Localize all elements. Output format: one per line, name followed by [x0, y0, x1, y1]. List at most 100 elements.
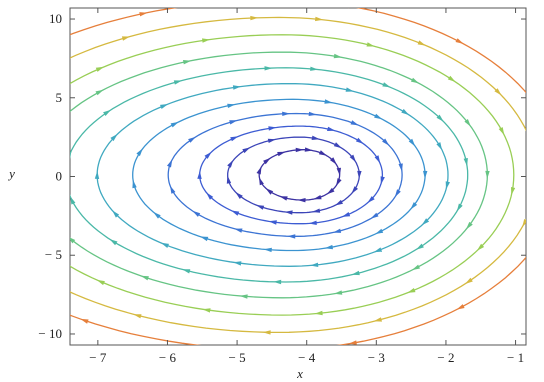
flow-arrowhead [284, 210, 293, 215]
x-tick-label: − 1 [507, 350, 524, 365]
flow-arrowhead [30, 270, 38, 276]
flow-arrowhead [227, 103, 236, 108]
flow-arrowhead [464, 119, 471, 127]
flow-arrowhead [277, 151, 286, 157]
flow-arrowhead [530, 97, 537, 105]
flow-arrowhead [522, 219, 526, 228]
flow-arrowhead [398, 163, 403, 172]
flow-arrowhead [334, 199, 343, 206]
flow-arrowhead [447, 75, 456, 82]
flow-arrowhead [202, 38, 211, 43]
flow-arrowhead [183, 60, 192, 65]
flow-arrowhead [95, 89, 104, 96]
flow-arrowhead [263, 247, 272, 253]
flow-arrowhead [136, 148, 143, 157]
flow-arrowhead [315, 16, 324, 22]
flow-arrowhead [324, 244, 333, 250]
streamline [199, 125, 384, 225]
flow-arrowhead [227, 159, 234, 168]
flow-arrowhead [182, 269, 191, 274]
flow-arrowhead [268, 220, 277, 225]
flow-arrowhead [374, 113, 383, 120]
flow-arrowhead [382, 82, 391, 88]
flow-arrowhead [455, 38, 464, 44]
flow-arrowhead [287, 234, 296, 239]
x-tick-label: − 2 [437, 350, 454, 365]
x-tick-label: − 6 [159, 350, 177, 365]
flow-arrowhead [226, 175, 232, 184]
flow-arrowhead [160, 104, 169, 109]
flow-arrowhead [456, 304, 465, 310]
flow-arrowhead [197, 170, 202, 179]
flow-arrowhead [231, 210, 240, 216]
flow-arrowhead [366, 42, 375, 47]
flow-arrowhead [103, 109, 112, 116]
flow-arrowhead [234, 228, 243, 233]
x-axis-label: x [296, 366, 303, 381]
flow-arrowhead [268, 126, 277, 131]
flow-arrowhead [463, 158, 468, 167]
flow-arrowhead [218, 346, 226, 350]
flow-arrowhead [311, 135, 320, 140]
flow-arrowhead [336, 167, 341, 176]
y-tick-label: 5 [56, 90, 63, 105]
flow-arrowhead [327, 126, 336, 131]
flow-arrowhead [485, 170, 490, 179]
y-tick-label: 0 [56, 169, 63, 184]
flow-arrowhead [332, 228, 342, 233]
flow-arrowhead [167, 159, 173, 168]
flow-arrowhead [70, 237, 76, 244]
flow-arrowhead [282, 111, 291, 116]
flow-arrowhead [411, 264, 420, 271]
flow-arrowhead [297, 198, 306, 203]
flow-arrowhead [336, 178, 342, 187]
flow-arrowhead [132, 179, 137, 189]
flow-arrowhead [348, 8, 350, 9]
flow-arrowhead [22, 80, 30, 86]
flow-arrowhead [96, 279, 105, 286]
x-tick-label: − 7 [89, 350, 107, 365]
flow-arrowhead [35, 185, 39, 193]
flow-arrowhead [410, 77, 419, 84]
flow-arrowhead [375, 228, 384, 235]
flow-arrowhead [200, 236, 209, 242]
x-axis-ticks: − 7 − 6 − 5 − 4 − 3 − 2 − 1 [89, 8, 524, 365]
streamline [96, 82, 449, 267]
flow-arrowhead [232, 85, 242, 90]
flow-arrowhead [308, 111, 317, 116]
flow-arrowhead [18, 54, 26, 60]
flow-arrowhead [263, 157, 271, 165]
flow-arrowhead [494, 88, 502, 96]
flow-arrowhead [239, 294, 248, 299]
y-tick-label: − 10 [38, 326, 62, 341]
flow-arrowhead [70, 150, 72, 159]
flow-arrowhead [109, 239, 118, 246]
flow-arrowhead [380, 176, 385, 185]
flow-arrowhead [310, 66, 319, 71]
flow-arrowhead [204, 151, 212, 159]
flow-arrowhead [401, 108, 410, 116]
flow-arrowhead [349, 154, 357, 163]
flow-arrowhead [314, 310, 323, 316]
flow-arrowhead [242, 147, 251, 154]
flow-arrowhead [345, 87, 354, 92]
streamlines [18, 8, 537, 350]
flow-arrowhead [312, 208, 321, 213]
flow-arrowhead [408, 138, 416, 147]
flow-arrowhead [153, 211, 161, 219]
streamline [70, 51, 489, 299]
flow-arrowhead [394, 189, 401, 198]
flow-arrowhead [436, 142, 443, 151]
flow-arrowhead [25, 231, 32, 239]
flow-arrowhead [318, 150, 327, 156]
flow-arrowhead [367, 196, 375, 204]
streamline [70, 34, 515, 316]
flow-arrowhead [350, 120, 359, 126]
flow-arrowhead [139, 12, 148, 17]
streamline [70, 16, 526, 334]
flow-arrowhead [382, 138, 390, 146]
x-tick-label: − 4 [298, 350, 316, 365]
flow-arrowhead [421, 218, 430, 226]
flow-arrowhead [24, 113, 31, 120]
flow-arrowhead [410, 202, 418, 210]
